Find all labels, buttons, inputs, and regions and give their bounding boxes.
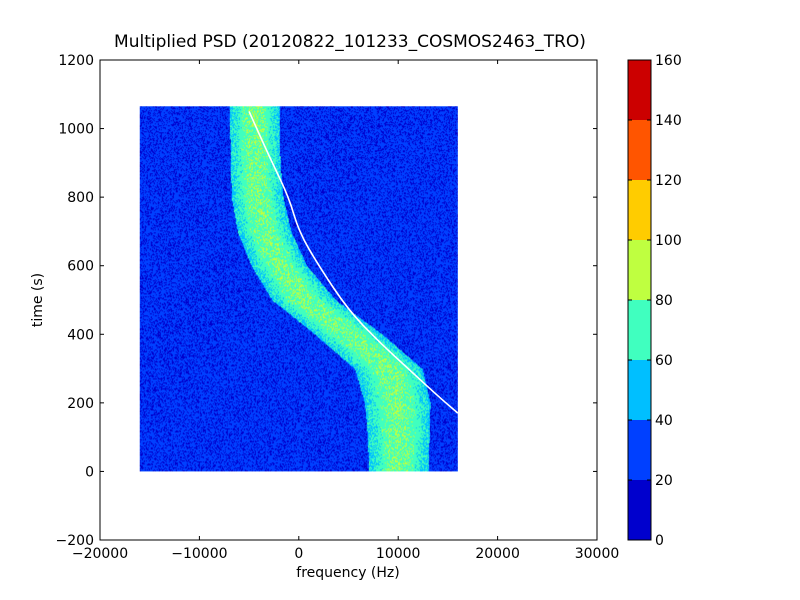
y-axis-label: time (s) (30, 273, 46, 327)
colorbar-bin (628, 480, 651, 540)
colorbar-tick-label: 140 (655, 113, 682, 129)
colorbar-tick-label: 160 (655, 53, 682, 69)
plot-frame (99, 59, 598, 541)
colorbar-bin (628, 120, 651, 180)
x-tick-label: −20000 (72, 546, 128, 562)
colorbar-bin (628, 360, 651, 420)
x-axis-ticks: −20000 −10000 0 10000 20000 30000 (72, 60, 619, 562)
colorbar-tick-label: 20 (655, 473, 673, 489)
x-tick-label: 30000 (575, 546, 620, 562)
colorbar-tick-label: 120 (655, 173, 682, 189)
plot-area: −20000 −10000 0 10000 20000 30000 −200 0 200 400… (56, 53, 620, 562)
x-tick-label: 10000 (376, 546, 421, 562)
chart-title: Multiplied PSD (20120822_101233_COSMOS24… (114, 32, 586, 52)
colorbar-bins (628, 60, 651, 540)
x-axis-label: frequency (Hz) (296, 565, 399, 581)
y-axis-ticks: −200 0 200 400 600 800 1000 1200 (56, 53, 597, 549)
colorbar-bin (628, 240, 651, 300)
x-tick-label: 0 (294, 546, 303, 562)
x-tick-label: −10000 (171, 546, 227, 562)
y-tick-label: 200 (67, 396, 94, 412)
colorbar-ticks: 0 20 40 60 80 100 120 140 160 (628, 53, 682, 549)
colorbar-tick-label: 100 (655, 233, 682, 249)
colorbar-bin (628, 300, 651, 360)
y-tick-label: 800 (67, 190, 94, 206)
colorbar-bin (628, 180, 651, 240)
colorbar-tick-label: 0 (655, 533, 664, 549)
y-tick-label: −200 (56, 533, 94, 549)
colorbar-tick-label: 60 (655, 353, 673, 369)
y-tick-label: 1000 (58, 122, 94, 138)
x-tick-label: 20000 (475, 546, 520, 562)
predicted-doppler-curve (248, 111, 459, 414)
y-tick-label: 0 (85, 464, 94, 480)
colorbar-bin (628, 420, 651, 480)
colorbar-tick-label: 40 (655, 413, 673, 429)
psd-heatmap (139, 106, 458, 472)
y-tick-label: 600 (67, 259, 94, 275)
colorbar: 0 20 40 60 80 100 120 140 160 (627, 53, 682, 549)
y-tick-label: 400 (67, 327, 94, 343)
colorbar-tick-label: 80 (655, 293, 673, 309)
colorbar-bin (628, 60, 651, 120)
y-tick-label: 1200 (58, 53, 94, 69)
